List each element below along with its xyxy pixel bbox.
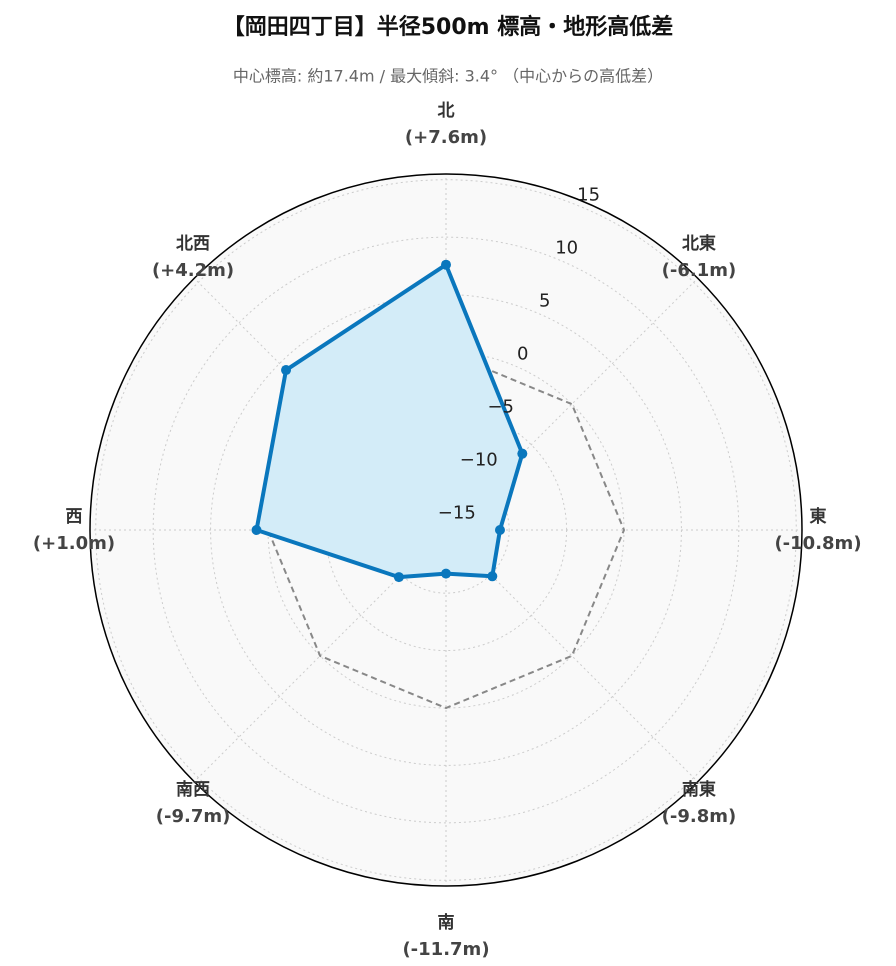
- data-point: [281, 365, 292, 376]
- data-point: [393, 572, 404, 583]
- r-tick-label: −15: [438, 503, 476, 524]
- grid-spoke: [193, 529, 447, 783]
- chart-subtitle: 中心標高: 約17.4m / 最大傾斜: 3.4° （中心からの高低差）: [233, 67, 663, 86]
- r-tick-label: 5: [539, 290, 550, 311]
- r-tick-label: 10: [555, 237, 578, 258]
- baseline: [266, 350, 626, 710]
- chart-title: 【岡田四丁目】半径500m 標高・地形高低差: [223, 14, 674, 40]
- value-label: (+1.0m): [33, 533, 115, 554]
- data-point: [441, 568, 451, 579]
- category-label: 北: [438, 101, 455, 121]
- category-label: 南西: [176, 779, 210, 800]
- grid-spoke: [445, 529, 699, 783]
- category-label: 南東: [682, 779, 716, 800]
- plot-border: [89, 173, 803, 887]
- grid-ring: [152, 236, 740, 824]
- r-tick-label: −5: [487, 397, 514, 418]
- grid-spoke: [445, 277, 699, 531]
- value-label: (+7.6m): [405, 127, 487, 148]
- value-label: (-9.8m): [662, 806, 737, 827]
- value-label: (-9.7m): [156, 806, 231, 827]
- category-label: 東: [810, 506, 827, 527]
- category-label: 北東: [682, 233, 716, 254]
- r-tick-label: 15: [577, 184, 600, 205]
- data-point: [517, 448, 528, 459]
- value-label: (-10.8m): [774, 533, 861, 554]
- value-label: (-6.1m): [662, 260, 737, 281]
- data-point: [494, 525, 505, 535]
- category-label: 南: [438, 912, 455, 933]
- grid-spoke: [193, 277, 447, 531]
- data-point: [441, 259, 451, 270]
- value-label: (-11.7m): [402, 939, 489, 960]
- category-label: 西: [66, 507, 83, 527]
- r-tick-label: 0: [517, 343, 528, 364]
- grid-ring: [382, 466, 510, 594]
- category-label: 北西: [176, 234, 210, 254]
- r-tick-label: −10: [460, 450, 498, 471]
- data-point: [251, 525, 262, 535]
- value-label: (+4.2m): [152, 260, 234, 281]
- data-point: [487, 571, 498, 582]
